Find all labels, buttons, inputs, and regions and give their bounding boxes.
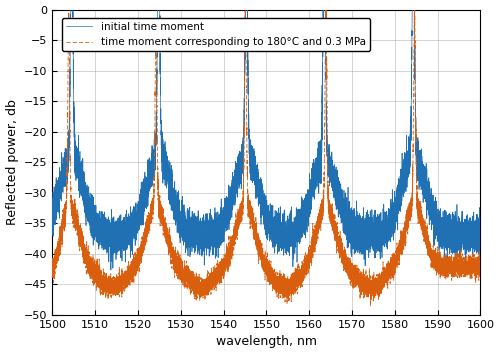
initial time moment: [160, 161, 166, 165]
time moment corresponding to 180°C and 0.3 MPa: [478, 265, 484, 269]
initial time moment: [274, 212, 280, 217]
initial time moment: [50, 222, 56, 226]
time moment corresponding to 180°C and 0.3 MPa: [72, 222, 78, 226]
initial time moment: [68, 7, 73, 12]
initial time moment: [478, 247, 484, 251]
Line: time moment corresponding to 180°C and 0.3 MPa: time moment corresponding to 180°C and 0…: [52, 10, 480, 306]
time moment corresponding to 180°C and 0.3 MPa: [274, 270, 280, 275]
initial time moment: [108, 268, 114, 272]
time moment corresponding to 180°C and 0.3 MPa: [368, 303, 374, 308]
time moment corresponding to 180°C and 0.3 MPa: [113, 285, 119, 290]
initial time moment: [72, 171, 78, 175]
X-axis label: wavelength, nm: wavelength, nm: [216, 336, 317, 348]
time moment corresponding to 180°C and 0.3 MPa: [323, 7, 329, 12]
time moment corresponding to 180°C and 0.3 MPa: [50, 275, 56, 279]
Line: initial time moment: initial time moment: [52, 10, 480, 270]
time moment corresponding to 180°C and 0.3 MPa: [268, 277, 274, 281]
Legend: initial time moment, time moment corresponding to 180°C and 0.3 MPa: initial time moment, time moment corresp…: [62, 18, 370, 51]
initial time moment: [310, 174, 316, 178]
Y-axis label: Reflected power, db: Reflected power, db: [6, 99, 18, 225]
time moment corresponding to 180°C and 0.3 MPa: [310, 239, 316, 243]
time moment corresponding to 180°C and 0.3 MPa: [160, 233, 166, 237]
initial time moment: [113, 218, 119, 223]
initial time moment: [268, 216, 274, 221]
